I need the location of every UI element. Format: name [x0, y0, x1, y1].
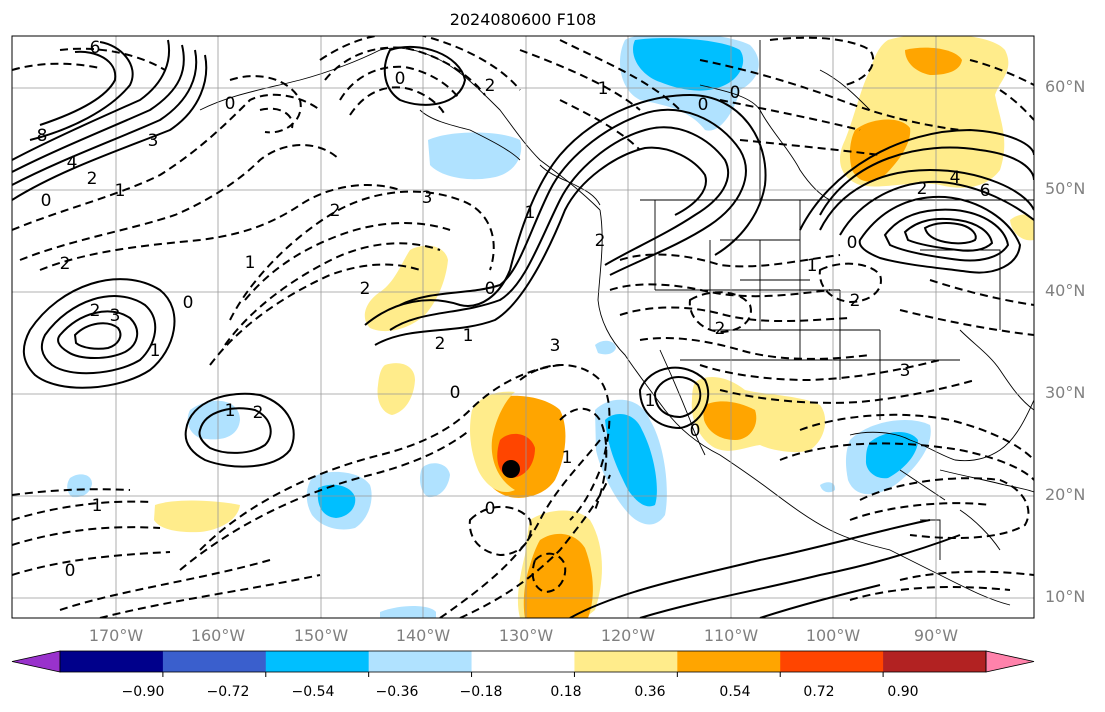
lat-label-40n: 40°N	[1045, 281, 1086, 300]
colorbar-label: 0.72	[803, 684, 835, 700]
contour-label: 0	[847, 233, 858, 253]
colorbar	[11, 650, 1035, 677]
shading-layer	[67, 36, 1034, 618]
contour-label: 0	[41, 191, 52, 211]
contour-label: 2	[90, 301, 101, 321]
lon-label-170w: 170°W	[88, 626, 144, 645]
contour-label: 3	[550, 336, 561, 356]
colorbar-label: 0.54	[719, 684, 751, 700]
colorbar-segment	[677, 651, 781, 672]
colorbar-segment	[162, 651, 267, 672]
contour-label: 3	[900, 361, 911, 381]
contour-label: 2	[917, 179, 928, 199]
map-title: 2024080600 F108	[449, 10, 597, 29]
contour-label: 3	[422, 188, 433, 208]
contour-label: 1	[598, 79, 609, 99]
storm-center-marker	[502, 460, 520, 478]
lon-label-140w: 140°W	[395, 626, 451, 645]
colorbar-label: 0.18	[550, 684, 582, 700]
contour-label: 0	[450, 383, 461, 403]
colorbar-label: −0.72	[206, 684, 250, 700]
colorbar-label: 0.90	[887, 684, 919, 700]
contour-label: 2	[87, 169, 98, 189]
colorbar-segment	[368, 651, 473, 672]
contour-label: 1	[245, 253, 256, 273]
colorbar-segment	[883, 651, 987, 672]
lat-label-50n: 50°N	[1045, 179, 1086, 198]
contour-label: 2	[360, 279, 371, 299]
lat-label-20n: 20°N	[1045, 485, 1086, 504]
colorbar-segment	[780, 651, 884, 672]
contour-label: 1	[225, 401, 236, 421]
lon-label-100w: 100°W	[805, 626, 861, 645]
lon-label-120w: 120°W	[600, 626, 656, 645]
lon-label-130w: 130°W	[498, 626, 554, 645]
contour-label: 6	[980, 181, 991, 201]
contour-label: 1	[150, 341, 161, 361]
contour-label: 2	[330, 201, 341, 221]
solid-contours	[12, 39, 1034, 618]
contour-label: 2	[715, 319, 726, 339]
contour-label: 4	[67, 153, 78, 173]
contour-label: 0	[485, 279, 496, 299]
contour-label: 3	[148, 131, 159, 151]
lat-label-10n: 10°N	[1045, 587, 1086, 606]
colorbar-label: −0.36	[375, 684, 419, 700]
colorbar-segment	[265, 651, 370, 672]
colorbar-frame	[59, 650, 987, 673]
colorbar-label: 0.36	[634, 684, 666, 700]
colorbar-label: −0.18	[459, 684, 503, 700]
contour-label: 0	[485, 499, 496, 519]
contour-label: 2	[60, 254, 71, 274]
contour-label: 0	[65, 561, 76, 581]
colorbar-low-extension	[11, 650, 61, 673]
gridlines	[12, 36, 1034, 618]
contour-label: 0	[225, 94, 236, 114]
contour-label: 6	[90, 38, 101, 58]
lat-label-60n: 60°N	[1045, 77, 1086, 96]
colorbar-segment	[60, 651, 164, 672]
contour-label: 3	[110, 306, 121, 326]
colorbar-label: −0.90	[121, 684, 165, 700]
contour-label: 0	[730, 83, 741, 103]
lat-label-30n: 30°N	[1045, 383, 1086, 402]
contour-label: 0	[698, 95, 709, 115]
contour-label: 1	[92, 496, 103, 516]
contour-label: 0	[395, 69, 406, 89]
contour-label: 0	[690, 421, 701, 441]
lon-label-110w: 110°W	[703, 626, 759, 645]
shade-blue-north-core	[632, 38, 744, 91]
map-frame	[11, 35, 1035, 619]
dashed-contours	[12, 36, 1034, 618]
colorbar-segment	[574, 651, 678, 672]
colorbar-segment	[471, 651, 575, 672]
contour-label: 1	[115, 181, 126, 201]
contour-label: 1	[463, 326, 474, 346]
contour-label: 1	[525, 203, 536, 223]
contour-label: 2	[850, 291, 861, 311]
lon-label-160w: 160°W	[190, 626, 246, 645]
colorbar-label: −0.54	[291, 684, 335, 700]
lon-label-90w: 90°W	[913, 626, 959, 645]
contour-label: 4	[950, 168, 961, 188]
contour-label: 2	[435, 334, 446, 354]
contour-label: 1	[807, 256, 818, 276]
contour-label: 1	[562, 448, 573, 468]
contour-label: 2	[595, 231, 606, 251]
colorbar-high-extension	[985, 650, 1035, 673]
contour-label: 2	[253, 403, 264, 423]
contour-label: 2	[485, 76, 496, 96]
lon-label-150w: 150°W	[293, 626, 349, 645]
contour-label: 1	[645, 391, 656, 411]
contour-label: 8	[37, 126, 48, 146]
contour-label: 0	[183, 293, 194, 313]
